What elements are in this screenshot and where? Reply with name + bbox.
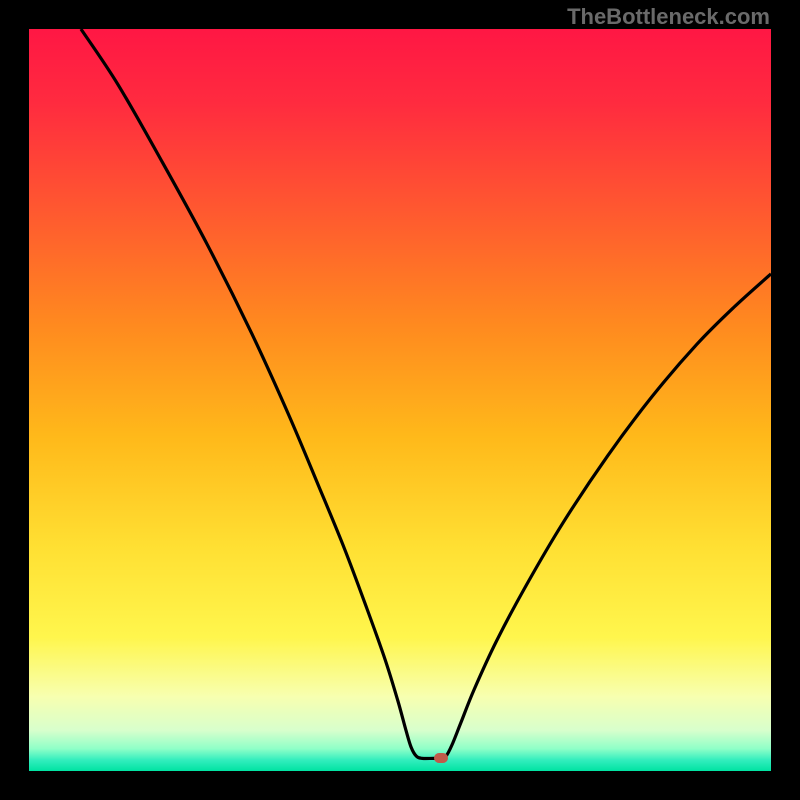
plot-area	[29, 29, 771, 771]
optimum-marker	[434, 753, 448, 763]
bottleneck-curve	[29, 29, 771, 771]
chart-frame: TheBottleneck.com	[0, 0, 800, 800]
watermark-text: TheBottleneck.com	[567, 4, 770, 30]
